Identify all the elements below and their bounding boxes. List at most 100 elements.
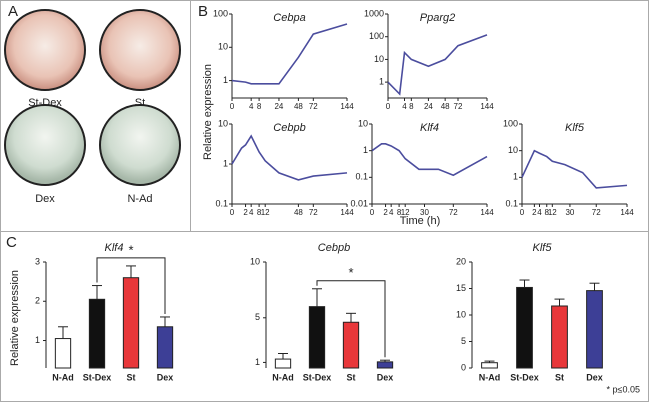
- y-tick-label: 1: [223, 75, 228, 85]
- x-tick-label: N-Ad: [52, 372, 74, 382]
- x-tick-label: 0: [370, 208, 375, 217]
- significance-bracket: [96, 257, 166, 314]
- x-tick-label: 12: [261, 208, 270, 217]
- y-tick-label: 1: [379, 77, 384, 87]
- x-tick-label: 12: [548, 208, 557, 217]
- significance-bracket: [316, 280, 386, 358]
- x-tick-label: 8: [409, 102, 414, 111]
- y-tick-label: 3: [35, 256, 40, 266]
- x-tick-label: 8: [257, 208, 262, 217]
- x-tick-label: 12: [401, 208, 410, 217]
- y-tick-label: 10: [508, 145, 518, 155]
- x-tick-label: 0: [230, 208, 235, 217]
- chart-title: Pparg2: [420, 12, 455, 24]
- line: [231, 23, 348, 85]
- y-axis-label: Relative expression: [202, 64, 214, 160]
- bar: [481, 362, 498, 369]
- x-tick-label: 0: [230, 102, 235, 111]
- x-tick-label: 48: [294, 208, 303, 217]
- x-tick-label: 24: [274, 102, 283, 111]
- x-tick-label: 30: [565, 208, 574, 217]
- chart-title: Cebpb: [273, 122, 305, 134]
- y-tick-label: 10: [374, 54, 384, 64]
- x-tick-label: St-Dex: [510, 372, 539, 382]
- x-tick-label: 144: [620, 208, 634, 217]
- x-tick-label: 0: [520, 208, 525, 217]
- bar: [308, 306, 326, 369]
- x-tick-label: 4: [537, 208, 542, 217]
- x-tick-label: 30: [420, 208, 429, 217]
- dish: [99, 9, 181, 91]
- y-tick-label: 1: [255, 357, 260, 367]
- x-tick-label: 4: [389, 208, 394, 217]
- x-tick-label: 4: [402, 102, 407, 111]
- bar: [342, 321, 360, 369]
- y-tick-label: 1: [35, 335, 40, 345]
- x-tick-label: 8: [257, 102, 262, 111]
- x-tick-label: 72: [309, 102, 318, 111]
- y-tick-label: 0.1: [505, 198, 518, 208]
- line: [521, 149, 628, 189]
- dish-label: St: [135, 97, 145, 109]
- y-tick-label: 2: [35, 296, 40, 306]
- bar: [122, 277, 140, 369]
- line: [371, 143, 488, 177]
- y-tick-label: 100: [503, 118, 518, 128]
- y-tick-label: 10: [218, 42, 228, 52]
- x-tick-label: St: [347, 372, 356, 382]
- bar: [586, 290, 603, 369]
- y-tick-label: 5: [461, 336, 466, 346]
- bar: [54, 338, 72, 369]
- panel-label: B: [198, 3, 208, 20]
- panel-label: A: [8, 3, 18, 20]
- dish-label: Dex: [35, 193, 55, 205]
- significance-mark: *: [128, 242, 133, 257]
- dish-label: St-Dex: [28, 97, 62, 109]
- dish-label: N-Ad: [127, 193, 152, 205]
- y-tick-label: 100: [369, 31, 384, 41]
- chart-title: Cebpa: [273, 12, 305, 24]
- x-tick-label: Dex: [586, 372, 603, 382]
- x-tick-label: 8: [545, 208, 550, 217]
- x-axis-label: Time (h): [400, 215, 441, 227]
- y-tick-label: 100: [213, 8, 228, 18]
- line: [231, 134, 348, 181]
- bar: [156, 326, 174, 369]
- x-tick-label: St-Dex: [83, 372, 112, 382]
- y-tick-label: 0.01: [350, 198, 368, 208]
- chart-title: Klf4: [105, 242, 124, 254]
- y-tick-label: 20: [456, 256, 466, 266]
- footnote: * p≤0.05: [607, 384, 640, 394]
- dish: [4, 9, 86, 91]
- y-tick-label: 1: [513, 172, 518, 182]
- y-tick-label: 1000: [364, 8, 384, 18]
- x-tick-label: 144: [480, 208, 494, 217]
- bar: [376, 361, 394, 369]
- x-tick-label: 4: [249, 102, 254, 111]
- y-tick-label: 10: [218, 118, 228, 128]
- chart-title: Klf4: [420, 122, 439, 134]
- x-tick-label: 72: [592, 208, 601, 217]
- x-tick-label: 72: [309, 208, 318, 217]
- x-tick-label: N-Ad: [479, 372, 501, 382]
- y-tick-label: 10: [250, 256, 260, 266]
- x-tick-label: 8: [397, 208, 402, 217]
- chart-title: Klf5: [533, 242, 553, 254]
- x-tick-label: St: [127, 372, 136, 382]
- bar: [274, 358, 292, 369]
- y-tick-label: 10: [358, 118, 368, 128]
- x-tick-label: 0: [386, 102, 391, 111]
- x-tick-label: 72: [454, 102, 463, 111]
- x-tick-label: 48: [294, 102, 303, 111]
- x-tick-label: 72: [449, 208, 458, 217]
- y-tick-label: 0.1: [355, 172, 368, 182]
- x-tick-label: 4: [249, 208, 254, 217]
- x-tick-label: Dex: [157, 372, 174, 382]
- x-tick-label: 144: [480, 102, 494, 111]
- y-tick-label: 0: [461, 362, 466, 372]
- y-tick-label: 1: [223, 158, 228, 168]
- x-tick-label: N-Ad: [272, 372, 294, 382]
- y-tick-label: 10: [456, 309, 466, 319]
- line: [387, 34, 488, 96]
